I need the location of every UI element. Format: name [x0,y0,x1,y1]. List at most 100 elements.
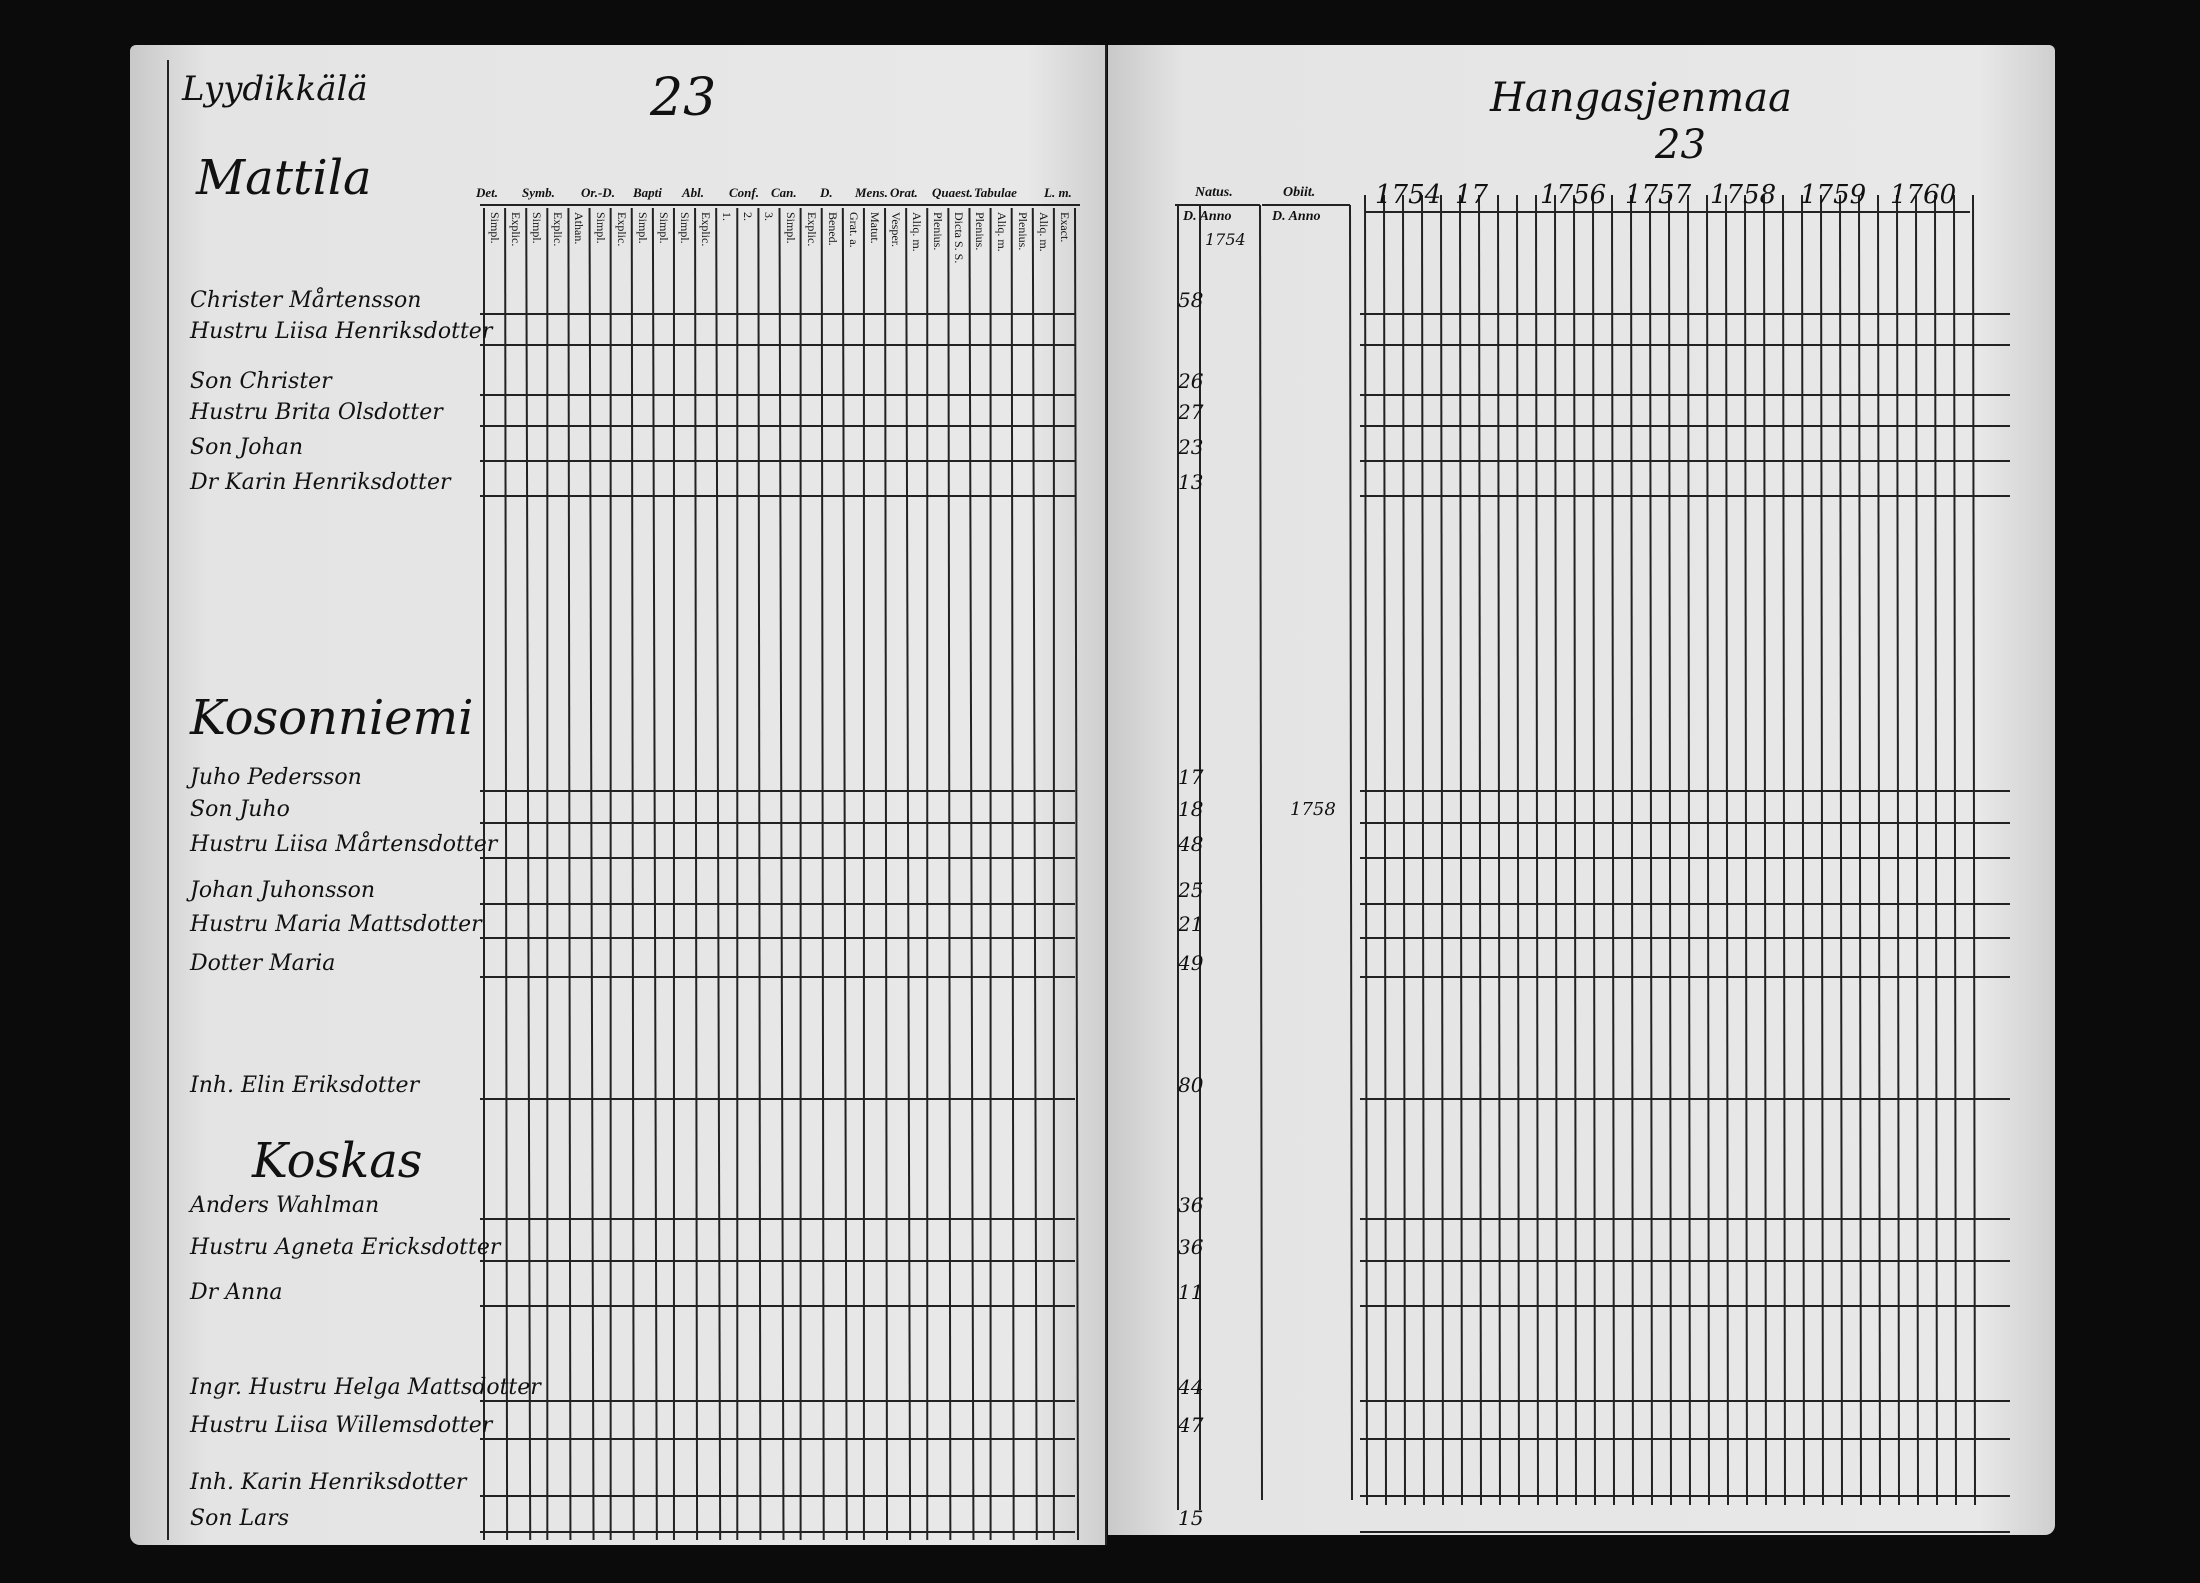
obiit-year: 1758 [1290,799,1336,820]
natus-year: 13 [1178,470,1204,494]
parish-name: Lyydikkälä [182,69,368,109]
natus-year: 36 [1178,1193,1204,1217]
rule-line [1953,194,1957,1506]
column-subheader: Plenius. [931,212,946,251]
rule-line [1649,194,1653,1506]
natus-year: 36 [1178,1235,1204,1259]
natus-year: 58 [1178,288,1204,312]
rule-line [1402,194,1406,1506]
natus-year: 49 [1178,951,1204,975]
person-name: Hustru Liisa Henriksdotter [190,319,493,344]
village-name: Hangasjenmaa [1490,75,1792,121]
column-subheader: 1. [720,212,735,221]
natus-subheader: D. Anno [1183,209,1232,224]
year-header: 17 [1455,180,1489,210]
rule-line [1074,207,1079,1541]
rule-line [1725,194,1729,1506]
column-subheader: Simpl. [635,212,650,244]
rule-line [1611,194,1615,1506]
rule-line [1706,194,1710,1506]
left-page [130,45,1105,1545]
rule-line [905,207,912,1541]
column-subheader: Matut. [867,212,882,244]
column-subheader: Plenius. [973,212,988,251]
person-name: Dr Anna [190,1280,283,1305]
person-name: Christer Mårtensson [190,288,422,313]
rule-line [1364,194,1368,1506]
person-name: Son Johan [190,435,303,460]
natus-year: 27 [1178,400,1204,424]
column-header: Orat. [890,185,918,200]
rule-line [567,207,572,1541]
rule-line [1478,194,1482,1506]
person-name: Hustru Liisa Willemsdotter [190,1413,493,1438]
rule-line [1934,194,1938,1506]
rule-line [715,207,722,1541]
rule-line [1782,194,1786,1506]
rule-line [1497,194,1501,1506]
natus-year: 44 [1178,1375,1204,1399]
column-header: Abl. [682,185,705,200]
column-subheader: Aliq. m. [1036,212,1051,252]
natus-year: 11 [1178,1280,1204,1304]
person-name: Juho Pedersson [190,765,362,790]
rule-line [968,207,975,1541]
person-name: Dr Karin Henriksdotter [190,470,451,495]
column-subheader: Plenius. [1015,212,1030,251]
natus-year: 23 [1178,435,1204,459]
rule-line [1896,194,1900,1506]
natus-year: 17 [1178,765,1204,789]
column-subheader: 3. [762,212,777,221]
rule-line [1516,194,1520,1506]
person-name: Johan Juhonsson [190,878,376,903]
farm-name: Kosonniemi [190,690,474,746]
rule-line [1820,194,1824,1506]
page-number: 23 [1655,122,1706,168]
rule-line [651,207,658,1541]
rule-line [630,207,635,1541]
column-subheader: 2. [741,212,756,221]
person-name: Dotter Maria [190,951,336,976]
obiit-subheader: D. Anno [1272,209,1321,224]
rule-line [1801,194,1805,1506]
column-subheader: Explic. [699,212,714,247]
person-name: Ingr. Hustru Helga Mattsdotter [190,1375,541,1400]
person-name: Son Lars [190,1506,290,1531]
year-header: 1760 [1890,180,1957,210]
rule-line [1877,194,1881,1506]
rule-line [884,207,889,1541]
rule-line [1383,194,1387,1506]
column-header: Tabulae [974,185,1017,200]
rule-line [1440,194,1444,1506]
rule-line [841,207,848,1541]
rule-line [1839,194,1843,1506]
column-subheader: Explic. [551,212,566,247]
rule-line [1535,194,1539,1506]
rule-line [1592,194,1596,1506]
column-header: L. m. [1044,185,1072,200]
rule-line [757,207,762,1541]
rule-line [1858,194,1862,1506]
column-subheader: Simpl. [530,212,545,244]
natus-year: 26 [1178,369,1204,393]
obiit-header: Obiit. [1283,185,1316,200]
person-name: Son Juho [190,797,290,822]
year-header: 1758 [1710,180,1777,210]
rule-line [1554,194,1558,1506]
rule-line [1630,194,1634,1506]
rule-line [1668,194,1672,1506]
farm-name: Koskas [252,1133,423,1189]
column-subheader: Simpl. [593,212,608,244]
natus-year: 15 [1178,1506,1204,1530]
person-name: Hustru Liisa Mårtensdotter [190,832,498,857]
person-name: Hustru Maria Mattsdotter [190,912,482,937]
rule-line [1763,194,1767,1506]
column-header: Bapti [633,185,662,200]
rule-line [1459,194,1463,1506]
rule-line [694,207,699,1541]
rule-line [1010,207,1015,1541]
rule-line [1744,194,1748,1506]
rule-line [1349,204,1353,1501]
column-subheader: Bened. [825,212,840,246]
